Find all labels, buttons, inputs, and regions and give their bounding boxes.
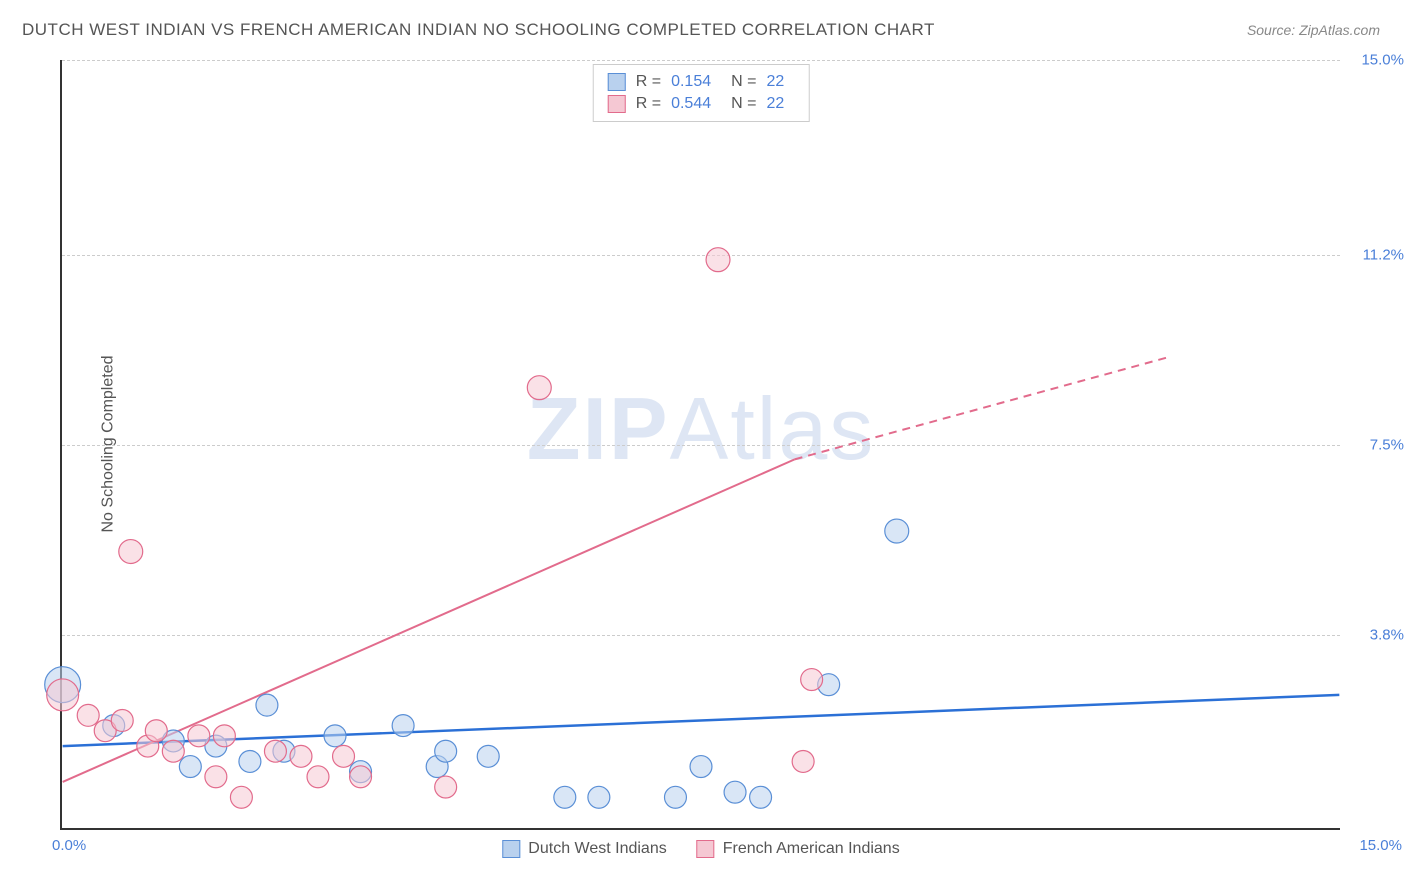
r-label: R = bbox=[636, 95, 661, 113]
chart-area: No Schooling Completed ZIPAtlas 3.8%7.5%… bbox=[60, 60, 1340, 830]
y-tick-label: 11.2% bbox=[1363, 247, 1404, 264]
r-label: R = bbox=[636, 73, 661, 91]
legend-stats-row: R = 0.154 N = 22 bbox=[608, 71, 795, 93]
y-tick-label: 15.0% bbox=[1361, 52, 1404, 69]
legend-stats: R = 0.154 N = 22 R = 0.544 N = 22 bbox=[593, 64, 810, 122]
r-value: 0.154 bbox=[671, 73, 711, 91]
x-tick-start: 0.0% bbox=[52, 837, 86, 854]
legend-swatch bbox=[608, 95, 626, 113]
r-value: 0.544 bbox=[671, 95, 711, 113]
legend-item: French American Indians bbox=[697, 840, 900, 858]
scatter-plot bbox=[62, 60, 1340, 828]
n-value: 22 bbox=[766, 73, 784, 91]
legend-series: Dutch West Indians French American Indian… bbox=[502, 840, 899, 858]
page-title: DUTCH WEST INDIAN VS FRENCH AMERICAN IND… bbox=[22, 20, 935, 40]
legend-label: French American Indians bbox=[723, 840, 900, 858]
n-label: N = bbox=[731, 73, 756, 91]
legend-item: Dutch West Indians bbox=[502, 840, 666, 858]
y-tick-label: 7.5% bbox=[1370, 437, 1404, 454]
legend-label: Dutch West Indians bbox=[528, 840, 666, 858]
x-tick-end: 15.0% bbox=[1359, 837, 1402, 854]
legend-swatch bbox=[608, 73, 626, 91]
legend-swatch bbox=[697, 840, 715, 858]
source-attribution: Source: ZipAtlas.com bbox=[1247, 22, 1380, 38]
n-value: 22 bbox=[766, 95, 784, 113]
legend-stats-row: R = 0.544 N = 22 bbox=[608, 93, 795, 115]
y-tick-label: 3.8% bbox=[1370, 626, 1404, 643]
n-label: N = bbox=[731, 95, 756, 113]
legend-swatch bbox=[502, 840, 520, 858]
